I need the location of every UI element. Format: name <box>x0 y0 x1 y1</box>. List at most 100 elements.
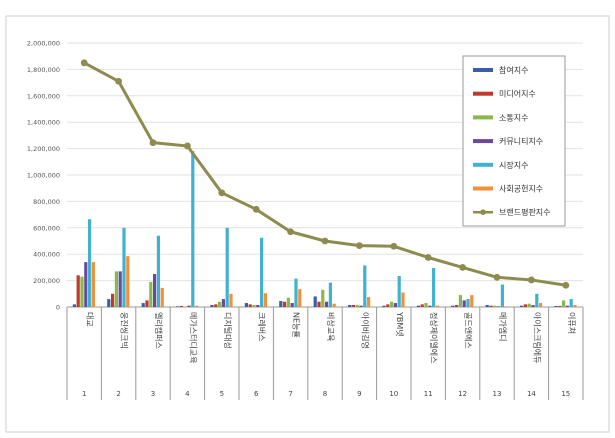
x-rank-label: 9 <box>357 390 361 398</box>
legend-label: 커뮤니티지수 <box>499 136 543 146</box>
y-tick-label: 600,000 <box>33 224 60 232</box>
bar-6-11 <box>435 305 439 307</box>
bar-4-10 <box>393 303 397 307</box>
bar-1-2 <box>107 299 111 307</box>
bar-5-8 <box>328 282 332 307</box>
bar-6-13 <box>504 306 508 307</box>
bar-4-12 <box>462 300 466 307</box>
y-tick-label: 400,000 <box>33 251 60 259</box>
y-tick-label: 1,000,000 <box>27 172 60 180</box>
bar-5-3 <box>156 235 160 307</box>
bar-3-1 <box>80 276 84 307</box>
legend-swatch <box>473 68 493 72</box>
bar-6-12 <box>470 295 474 307</box>
bar-4-11 <box>428 305 432 307</box>
bar-1-7 <box>279 301 283 307</box>
bar-3-8 <box>321 289 325 307</box>
bar-2-4 <box>179 305 183 307</box>
bar-1-10 <box>382 305 386 307</box>
x-rank-label: 15 <box>561 390 570 398</box>
bar-4-15 <box>565 305 569 307</box>
bar-5-14 <box>535 293 539 307</box>
x-rank-label: 10 <box>389 390 398 398</box>
x-rank-label: 3 <box>151 390 155 398</box>
line-point-14 <box>528 276 535 284</box>
legend-label: 소통지수 <box>499 113 528 122</box>
bar-5-12 <box>466 299 470 307</box>
bar-3-10 <box>390 301 394 307</box>
legend-swatch <box>473 186 493 191</box>
x-rank-label: 5 <box>220 390 224 398</box>
line-point-11 <box>424 254 432 261</box>
bar-6-9 <box>367 297 371 307</box>
bar-1-13 <box>485 305 489 307</box>
y-tick-label: 200,000 <box>33 277 60 285</box>
bar-1-5 <box>210 305 214 307</box>
bar-6-1 <box>91 262 95 307</box>
x-category-label: 정상제이엘에스 <box>429 312 439 364</box>
bar-3-5 <box>218 301 222 307</box>
bar-6-8 <box>332 303 336 307</box>
bar-3-15 <box>562 300 566 307</box>
bar-4-2 <box>118 271 122 307</box>
bar-6-10 <box>401 292 405 307</box>
bar-4-6 <box>256 305 260 307</box>
legend-label: 브랜드평판지수 <box>499 207 551 217</box>
bar-3-13 <box>493 305 497 307</box>
legend-label: 사회공헌지수 <box>499 185 543 194</box>
bar-6-15 <box>573 305 577 307</box>
bar-4-13 <box>497 306 501 307</box>
bar-2-1 <box>76 275 80 307</box>
x-category-label: 비상교육 <box>326 312 336 341</box>
bar-3-7 <box>286 297 290 307</box>
bar-2-14 <box>523 304 527 307</box>
line-point-2 <box>115 77 122 85</box>
x-rank-label: 13 <box>493 390 502 398</box>
bar-5-11 <box>432 268 436 307</box>
bar-5-9 <box>363 265 367 307</box>
x-category-label: 엘리캠퍼스 <box>154 312 164 349</box>
legend-label: 미디어지수 <box>499 89 536 99</box>
x-category-label: 웅진씽크빅 <box>120 312 130 349</box>
bar-2-8 <box>317 301 321 307</box>
bar-3-2 <box>114 271 118 307</box>
x-category-label: 디지털대성 <box>223 312 233 349</box>
bar-4-1 <box>84 262 88 307</box>
x-rank-label: 4 <box>185 390 190 398</box>
bar-4-7 <box>290 303 294 307</box>
bar-1-1 <box>72 304 76 307</box>
bar-2-6 <box>248 304 252 307</box>
bar-6-4 <box>195 305 199 307</box>
bar-5-6 <box>260 237 264 307</box>
legend-swatch <box>473 91 493 96</box>
x-category-label: 아이스크림에듀 <box>532 312 542 364</box>
x-category-label: 대교 <box>85 312 94 327</box>
bar-2-13 <box>489 305 493 307</box>
line-point-6 <box>252 205 260 213</box>
bar-1-8 <box>313 296 317 307</box>
legend-swatch <box>473 115 493 120</box>
legend-swatch <box>473 139 493 144</box>
bar-5-10 <box>397 275 401 307</box>
x-rank-label: 2 <box>116 390 120 398</box>
y-tick-label: 0 <box>56 304 60 312</box>
y-tick-label: 1,400,000 <box>27 119 60 127</box>
line-point-8 <box>321 237 329 245</box>
bar-6-7 <box>298 289 302 307</box>
line-point-15 <box>562 281 570 289</box>
legend-label: 참여지수 <box>499 65 528 75</box>
bar-2-7 <box>283 301 287 307</box>
bar-1-12 <box>451 305 455 307</box>
bar-5-2 <box>122 227 126 307</box>
bar-5-4 <box>191 151 195 307</box>
bar-3-4 <box>183 306 187 308</box>
x-rank-label: 14 <box>527 390 536 398</box>
line-point-3 <box>149 139 157 147</box>
bar-3-9 <box>355 305 359 307</box>
legend-swatch <box>473 162 493 167</box>
bar-2-2 <box>111 293 115 307</box>
x-category-label: 메가엠디 <box>498 312 508 341</box>
